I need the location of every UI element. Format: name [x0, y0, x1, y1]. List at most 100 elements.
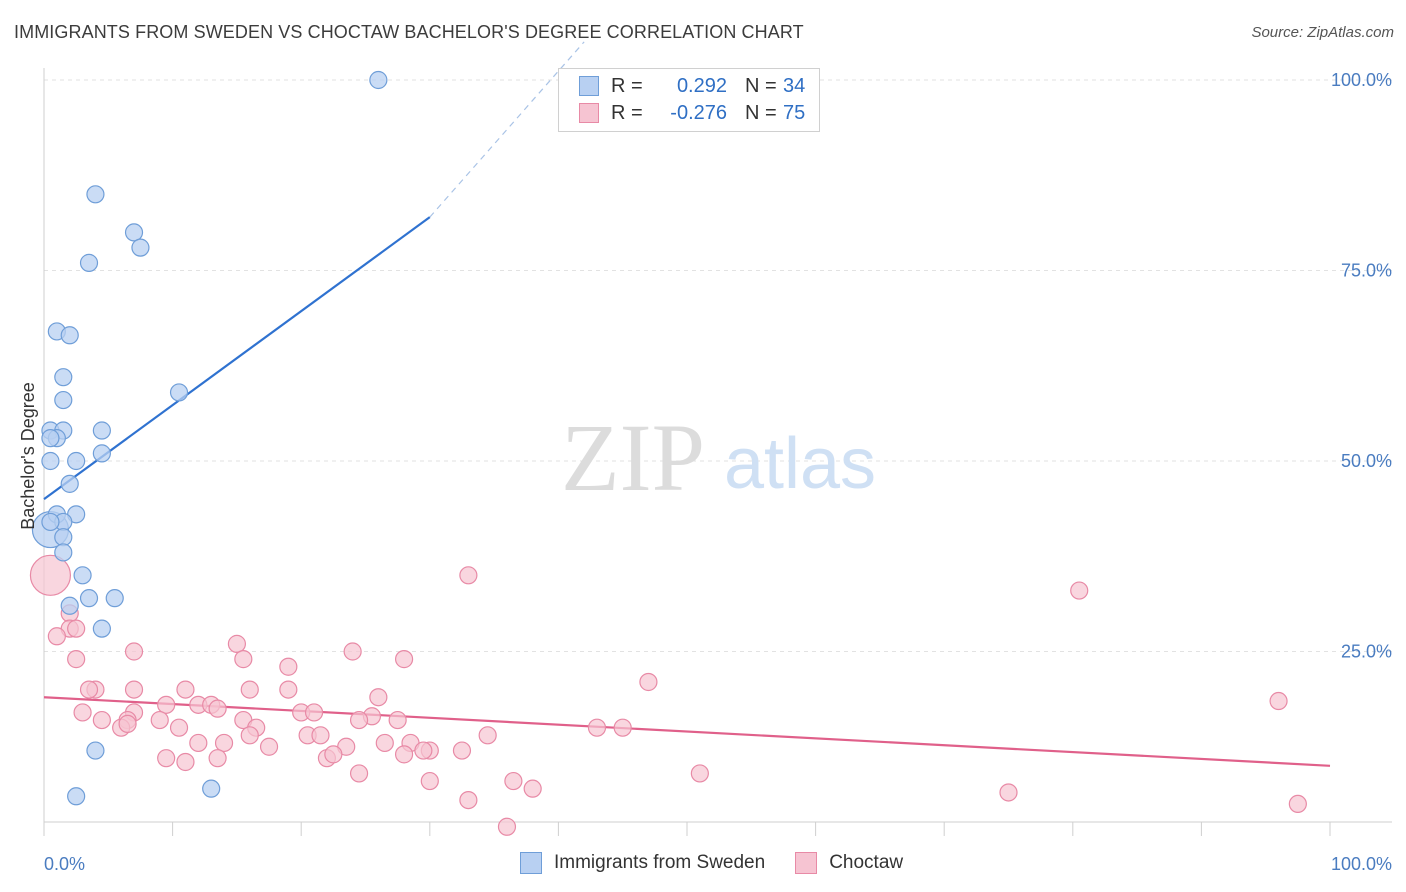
data-point-choctaw — [240, 680, 259, 699]
data-point-choctaw — [47, 627, 66, 646]
data-point-choctaw — [67, 650, 86, 669]
data-point-choctaw — [388, 710, 407, 730]
y-tick-label: 100.0% — [1331, 70, 1392, 90]
data-point-choctaw — [394, 650, 414, 669]
y-tick-label: 75.0% — [1341, 261, 1392, 281]
data-point-choctaw — [478, 726, 497, 745]
data-point-choctaw — [214, 733, 234, 753]
data-point-choctaw — [208, 749, 227, 768]
y-axis-label: Bachelor's Degree — [18, 382, 38, 530]
legend-r-label: R = — [611, 101, 643, 124]
data-point-choctaw — [349, 710, 369, 730]
x-tick-label: 100.0% — [1331, 854, 1392, 874]
data-point-choctaw — [587, 718, 607, 737]
data-points — [29, 70, 1307, 836]
data-point-choctaw — [414, 741, 433, 760]
watermark: ZIP atlas — [561, 404, 876, 511]
tick-labels: 25.0% 50.0% 75.0% 100.0% 0.0% 100.0% — [44, 70, 1392, 874]
legend-n-value: 75 — [783, 101, 806, 124]
data-point-sweden — [54, 543, 73, 562]
data-point-choctaw — [234, 650, 253, 669]
data-point-sweden — [41, 451, 60, 471]
source-label: Source: ZipAtlas.com — [1251, 24, 1394, 41]
data-point-choctaw — [67, 619, 86, 638]
data-point-choctaw — [279, 657, 298, 676]
legend-r-label: R = — [611, 74, 643, 97]
data-point-choctaw — [504, 771, 523, 791]
data-point-sweden — [131, 238, 150, 257]
data-point-choctaw — [497, 817, 517, 836]
data-point-sweden — [79, 589, 99, 608]
data-point-choctaw — [375, 733, 394, 753]
data-point-choctaw — [73, 703, 92, 722]
data-point-choctaw — [1288, 794, 1307, 814]
data-point-sweden — [105, 589, 124, 608]
data-point-choctaw — [369, 688, 388, 707]
trend-line-sweden-extension — [429, 41, 585, 218]
data-point-choctaw — [79, 680, 99, 699]
y-tick-label: 50.0% — [1341, 451, 1392, 471]
data-point-sweden — [54, 390, 73, 410]
data-point-sweden — [67, 451, 86, 471]
data-point-choctaw — [124, 680, 144, 699]
data-point-choctaw — [118, 714, 137, 733]
legend-r-value: -0.276 — [670, 101, 727, 124]
y-tick-label: 25.0% — [1341, 642, 1392, 662]
data-point-choctaw — [259, 737, 279, 756]
data-point-choctaw — [176, 752, 195, 772]
data-point-sweden — [60, 596, 79, 615]
data-point-sweden — [54, 528, 73, 547]
data-point-choctaw — [124, 642, 144, 661]
watermark-zip: ZIP — [561, 404, 705, 511]
data-point-choctaw — [150, 710, 169, 730]
data-point-choctaw — [227, 634, 246, 653]
data-point-sweden — [79, 253, 99, 272]
data-point-choctaw — [420, 771, 439, 791]
data-point-choctaw — [92, 710, 111, 730]
data-point-sweden — [54, 368, 73, 387]
data-point-choctaw — [452, 741, 472, 760]
data-point-choctaw — [1070, 581, 1089, 600]
legend-label-sweden: Immigrants from Sweden — [554, 852, 766, 873]
data-point-sweden — [41, 512, 60, 532]
legend-item-choctaw: Choctaw — [795, 852, 903, 874]
data-point-choctaw — [189, 733, 208, 753]
axes — [43, 68, 1392, 836]
legend-item-sweden: Immigrants from Sweden — [520, 852, 765, 874]
data-point-choctaw — [523, 779, 542, 798]
data-point-choctaw — [279, 680, 298, 699]
data-point-sweden — [169, 383, 189, 402]
data-point-sweden — [60, 326, 79, 345]
data-point-sweden — [92, 444, 111, 463]
trend-line-choctaw — [43, 696, 1331, 767]
data-point-choctaw — [311, 726, 330, 745]
data-point-sweden — [73, 566, 92, 585]
data-point-choctaw — [394, 745, 414, 764]
data-point-choctaw — [208, 699, 227, 718]
data-point-sweden — [86, 741, 105, 760]
grid-lines — [44, 79, 1392, 652]
data-point-choctaw — [176, 680, 195, 699]
data-point-choctaw — [349, 764, 369, 783]
data-point-choctaw — [1269, 691, 1288, 711]
legend-row-choctaw: R = -0.276 N = 75 — [579, 100, 805, 126]
data-point-choctaw — [169, 718, 189, 737]
legend-swatch-sweden — [520, 852, 542, 874]
data-point-choctaw — [690, 764, 709, 783]
data-point-choctaw — [29, 554, 72, 596]
legend-row-sweden: R = 0.292 N = 34 — [579, 73, 805, 99]
data-point-choctaw — [240, 726, 259, 745]
legend-n-label: N = — [745, 101, 777, 124]
data-point-sweden — [92, 421, 111, 440]
data-point-choctaw — [304, 703, 324, 722]
data-point-choctaw — [999, 783, 1018, 802]
data-point-sweden — [67, 787, 86, 806]
data-point-sweden — [60, 474, 79, 493]
x-tick-label: 0.0% — [44, 854, 85, 874]
data-point-sweden — [124, 223, 144, 242]
watermark-atlas: atlas — [724, 424, 876, 504]
legend-swatch-choctaw — [579, 103, 599, 123]
legend-swatch-choctaw — [795, 852, 818, 874]
chart-title: IMMIGRANTS FROM SWEDEN VS CHOCTAW BACHEL… — [14, 22, 804, 42]
correlation-legend: R = 0.292 N = 34 R = -0.276 N = 75 — [558, 68, 820, 132]
